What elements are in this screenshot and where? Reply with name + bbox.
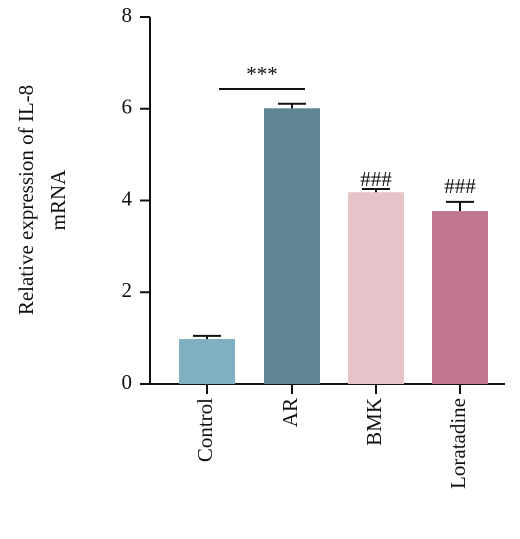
x-tick-label: Control: [193, 398, 217, 462]
bar: [348, 192, 404, 384]
annotation: ###: [360, 167, 392, 191]
y-tick-label: 0: [122, 370, 133, 394]
y-tick-label: 2: [122, 278, 133, 302]
x-tick-label: AR: [278, 398, 302, 427]
error-bar: [446, 200, 474, 212]
error-bar: [362, 188, 390, 193]
bar: [264, 108, 320, 384]
annotation: ###: [444, 174, 476, 198]
y-axis-label: Relative expression of IL-8: [14, 85, 38, 315]
y-tick-label: 4: [122, 186, 133, 210]
error-bar: [193, 334, 221, 340]
x-tick-label: BMK: [362, 398, 386, 446]
y-axis-label: mRNA: [46, 169, 70, 231]
bar: [179, 339, 235, 384]
bar: [432, 211, 488, 384]
y-tick-label: 6: [122, 95, 133, 119]
annotation: ***: [246, 62, 278, 86]
error-bar: [278, 102, 306, 109]
y-tick-label: 8: [122, 3, 133, 27]
x-tick-label: Loratadine: [446, 398, 470, 489]
